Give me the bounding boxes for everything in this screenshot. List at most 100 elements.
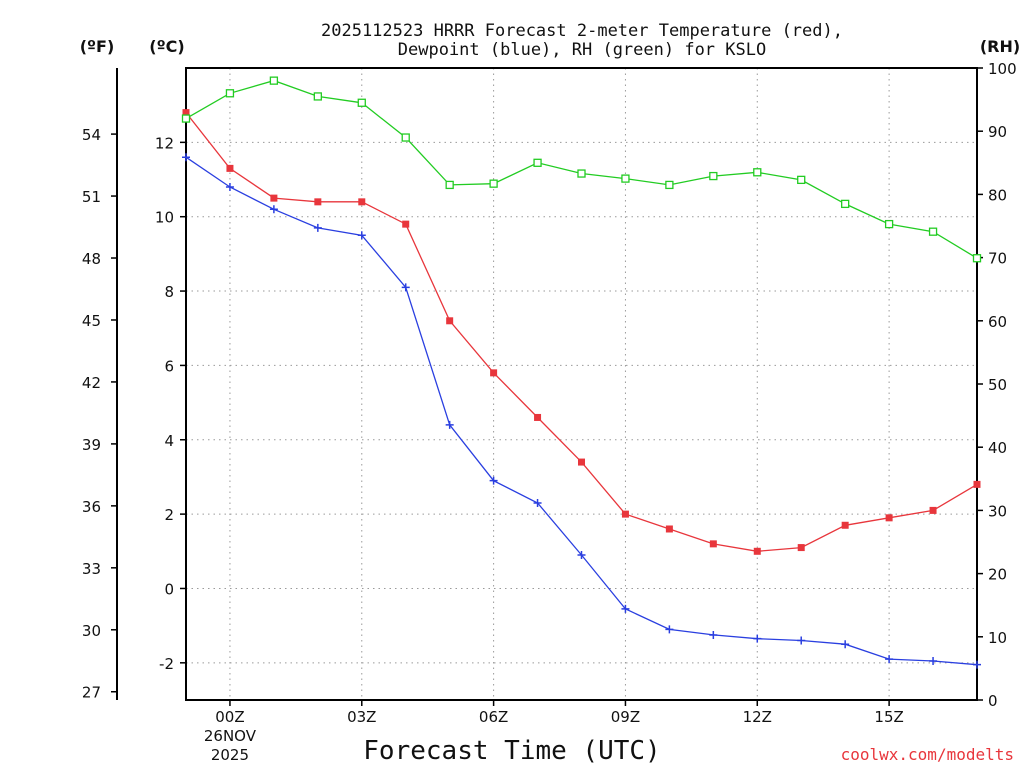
time-tick-label: 09Z [611,708,640,726]
rh-point [709,171,718,181]
rh-point [577,169,586,178]
dewpoint-point [621,604,630,613]
dewpoint-point [841,640,850,649]
celsius-unit-label: (ºC) [149,37,184,56]
celsius-tick-label: 2 [164,506,174,524]
temperature-point [578,458,585,466]
dewpoint-point [577,551,586,560]
grid-layer [186,68,977,700]
celsius-tick-label: 8 [164,283,174,301]
celsius-tick-label: -2 [159,655,174,673]
fahrenheit-tick-label: 36 [82,498,101,516]
rh-tick-label: 100 [988,60,1017,78]
temperature-point [665,525,673,533]
temperature-line [185,112,978,552]
plot-frame [185,67,978,701]
dewpoint-point [797,636,806,645]
chart-title-line-2: Dewpoint (blue), RH (green) for KSLO [398,40,766,60]
rh-tick-label: 60 [988,313,1007,331]
time-tick-label: 03Z [347,708,376,726]
rh-tick-label: 10 [988,629,1007,647]
temperature-point [973,480,981,488]
rh-unit-label: (RH) [980,37,1020,56]
temperature-point [226,164,234,172]
celsius-tick-label: 0 [164,580,174,598]
temperature-point [182,109,190,117]
time-date-label: 2025 [211,746,249,764]
fahrenheit-tick-label: 51 [82,188,101,206]
rh-point [841,199,850,209]
dewpoint-point [225,182,234,191]
rh-point [445,180,454,190]
rh-tick-label: 90 [988,123,1007,141]
rh-tick-label: 30 [988,502,1007,520]
temperature-point [490,369,498,377]
chart-title-line-1: 2025112523 HRRR Forecast 2-meter Tempera… [321,21,843,41]
dewpoint-point [929,656,938,665]
celsius-tick-label: 4 [164,432,174,450]
time-tick-label: 15Z [874,708,903,726]
rh-point [489,179,498,188]
rh-point [753,168,762,177]
series-layer [181,76,982,669]
temperature-point [446,317,454,325]
rh-point [533,158,542,167]
time-tick-label: 12Z [743,708,772,726]
rh-point [181,114,191,123]
temperature-point [402,220,410,228]
rh-point [928,227,938,236]
fahrenheit-tick-label: 30 [82,622,101,640]
dewpoint-point [445,420,454,429]
rh-tick-label: 20 [988,566,1007,584]
dewpoint-point [182,153,190,162]
dewpoint-point [313,223,322,232]
x-axis-title: Forecast Time (UTC) [363,736,660,766]
rh-point [269,76,279,85]
rh-point [357,98,366,107]
dewpoint-point [533,498,542,507]
fahrenheit-unit-label: (ºF) [80,37,115,56]
fahrenheit-tick-label: 33 [82,560,101,578]
dewpoint-point [709,630,718,639]
fahrenheit-tick-label: 54 [82,126,101,144]
rh-point [972,254,982,263]
temperature-point [709,540,717,548]
temperature-point [358,198,366,206]
axis-layer: -2 0 2 4 6 8 10 12 27 30 33 36 39 42 45 48 51 54 0 10 20 30 40… [82,60,1017,764]
rh-tick-label: 50 [988,376,1007,394]
rh-point [665,180,674,190]
temperature-point [314,198,322,206]
temperature-point [841,521,849,529]
fahrenheit-tick-label: 27 [82,684,101,702]
temperature-point [621,510,629,518]
dewpoint-point [357,231,366,240]
rh-tick-label: 80 [988,186,1007,204]
dewpoint-point [269,205,278,214]
dewpoint-point [973,660,981,669]
rh-tick-label: 0 [988,692,998,710]
dewpoint-point [401,283,410,292]
dewpoint-point [885,655,894,664]
rh-point [313,92,322,101]
rh-tick-label: 40 [988,439,1007,457]
fahrenheit-tick-label: 48 [82,250,101,268]
dewpoint-point [665,625,674,634]
temperature-point [753,547,761,555]
rh-point [401,133,410,142]
rh-tick-label: 70 [988,250,1007,268]
fahrenheit-tick-label: 45 [82,312,101,330]
time-tick-label: 06Z [479,708,508,726]
temperature-point [270,194,278,202]
rh-point [621,174,630,183]
temperature-point [797,544,805,552]
celsius-tick-label: 12 [155,134,174,152]
rh-point [225,89,235,98]
time-date-label: 26NOV [204,727,257,745]
time-tick-label: 00Z [215,708,244,726]
temperature-point [885,514,893,522]
rh-point [884,219,894,229]
fahrenheit-tick-label: 42 [82,374,101,392]
rh-point [797,175,806,185]
